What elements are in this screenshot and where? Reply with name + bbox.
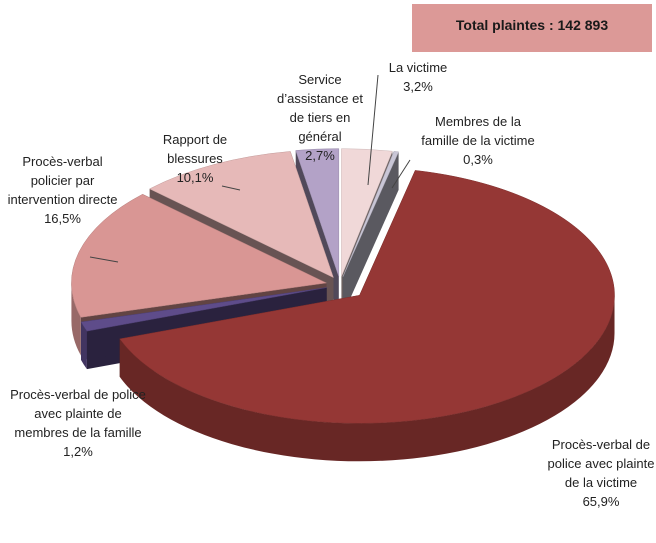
data-label: La victime 3,2% xyxy=(368,58,468,96)
slice-value: 0,3% xyxy=(463,152,493,167)
slice-value: 3,2% xyxy=(403,79,433,94)
slice-name: Procès-verbal de police avec plainte de … xyxy=(10,387,146,440)
slice-name: Membres de la famille de la victime xyxy=(421,114,535,148)
slice-wall xyxy=(342,151,399,315)
data-label: Service d’assistance et de tiers en géné… xyxy=(270,70,370,165)
data-label: Membres de la famille de la victime 0,3% xyxy=(418,112,538,169)
slice-value: 65,9% xyxy=(582,494,620,509)
slice-value: 10,1% xyxy=(176,170,214,185)
slice xyxy=(149,151,334,279)
total-box: Total plaintes : 142 893 xyxy=(412,4,652,52)
leader-line xyxy=(89,256,119,263)
slice-value: 1,2% xyxy=(63,444,93,459)
data-label: Procès-verbal policier par intervention … xyxy=(5,152,120,228)
leader-line xyxy=(221,185,241,191)
data-label: Procès-verbal de police avec plainte de … xyxy=(546,435,656,511)
slice xyxy=(342,151,399,277)
slice xyxy=(341,148,393,277)
slice xyxy=(80,287,327,332)
slice-name: La victime xyxy=(388,60,448,75)
slice-side xyxy=(81,321,87,370)
leader-line xyxy=(367,74,379,186)
leader-line xyxy=(391,159,411,189)
data-label: Rapport de blessures 10,1% xyxy=(140,130,250,187)
data-label: Procès-verbal de police avec plainte de … xyxy=(8,385,148,461)
slice-name: Procès-verbal de police avec plainte de … xyxy=(547,437,655,490)
slice-name: Procès-verbal policier par intervention … xyxy=(7,154,118,207)
slice xyxy=(71,193,328,318)
slice xyxy=(295,148,340,277)
slice-value: 16,5% xyxy=(44,211,81,226)
slice-value: 2,7% xyxy=(305,148,335,163)
slice-name: Service d’assistance et de tiers en géné… xyxy=(277,72,363,144)
slice-side xyxy=(119,295,615,462)
slice-name: Rapport de blessures xyxy=(162,132,228,166)
slice xyxy=(119,170,615,424)
